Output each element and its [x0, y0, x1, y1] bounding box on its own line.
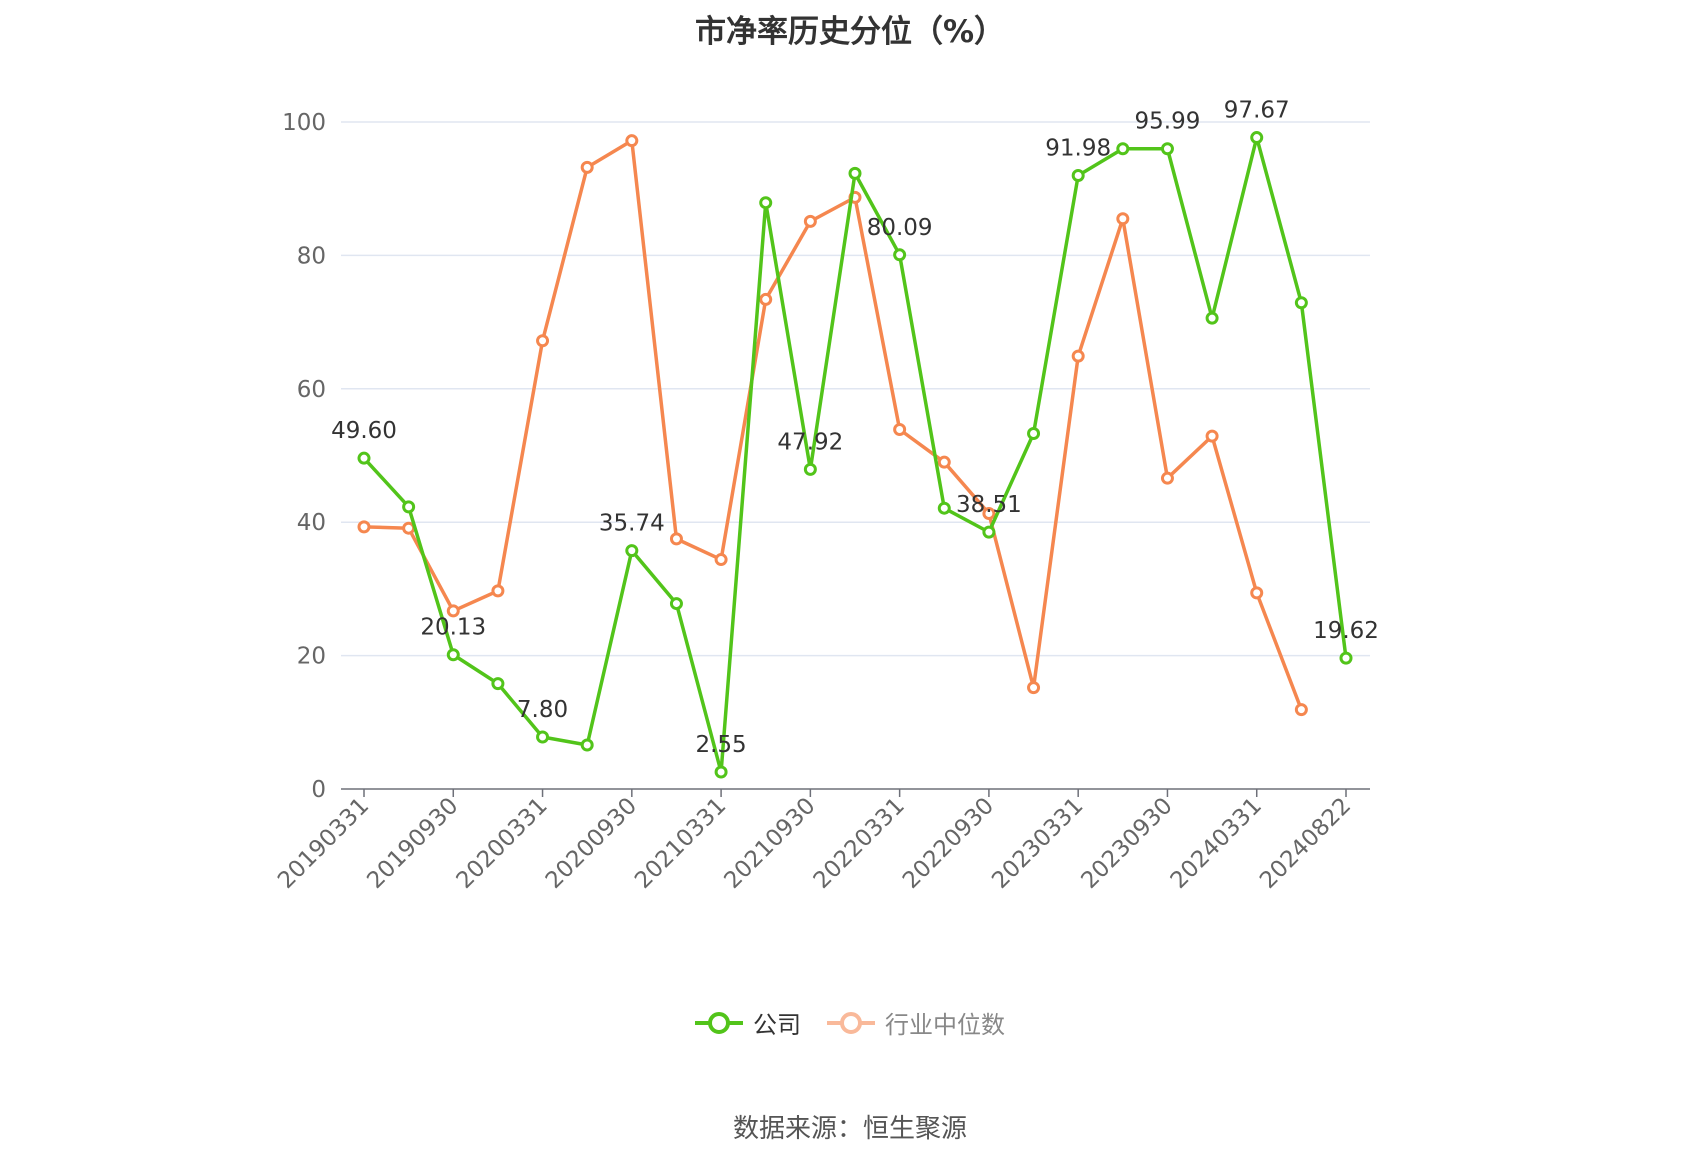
y-tick-label-60: 60 — [297, 377, 326, 403]
series-lines — [357, 131, 1353, 779]
x-tick-label-20200930: 20200930 — [541, 793, 642, 894]
series-line-1 — [363, 138, 1303, 711]
point-1-4 — [536, 334, 550, 348]
data-label-20: 97.67 — [1224, 98, 1290, 124]
data-label-6: 35.74 — [599, 511, 665, 537]
y-tick-label-20: 20 — [297, 644, 326, 670]
point-1-17 — [1116, 212, 1130, 226]
series-line-0 — [362, 135, 1348, 774]
point-1-20 — [1250, 586, 1264, 600]
legend: 公司 行业中位数 — [0, 1005, 1700, 1040]
point-0-7 — [669, 597, 683, 611]
legend-swatch-company — [695, 1011, 743, 1034]
data-label-0: 49.60 — [331, 418, 397, 444]
grid-lines — [341, 121, 1370, 657]
y-tick-label-40: 40 — [297, 510, 326, 536]
point-0-14 — [982, 525, 996, 539]
point-1-9 — [759, 292, 773, 306]
x-tick-label-20240822: 20240822 — [1255, 793, 1356, 894]
data-label-14: 38.51 — [956, 492, 1022, 518]
point-0-4 — [536, 730, 550, 744]
point-1-16 — [1071, 349, 1085, 363]
point-0-18 — [1160, 142, 1174, 156]
x-tick-label-20220331: 20220331 — [809, 793, 910, 894]
x-tick-label-20200331: 20200331 — [452, 793, 553, 894]
point-0-6 — [625, 544, 639, 558]
y-tick-label-80: 80 — [297, 243, 326, 269]
x-tick-label-20230331: 20230331 — [987, 793, 1088, 894]
point-0-13 — [937, 501, 951, 515]
axes: 0 20 40 60 80 100 2019033120190930202003312020… — [273, 110, 1370, 894]
legend-swatch-industry — [827, 1011, 875, 1034]
point-1-15 — [1027, 681, 1041, 695]
source-note: 数据来源：恒生聚源 — [732, 1114, 967, 1144]
point-0-10 — [803, 462, 817, 476]
point-0-12 — [893, 248, 907, 262]
data-label-10: 47.92 — [777, 429, 843, 455]
legend-item-industry[interactable]: 行业中位数 — [827, 1005, 1005, 1040]
point-0-16 — [1071, 168, 1085, 182]
point-0-22 — [1339, 651, 1353, 665]
point-1-3 — [491, 584, 505, 598]
y-tick-label-0: 0 — [311, 777, 326, 803]
point-1-14 — [982, 507, 996, 521]
data-label-2: 20.13 — [420, 615, 486, 641]
point-1-7 — [669, 532, 683, 546]
x-tick-label-20190930: 20190930 — [362, 793, 463, 894]
point-1-8 — [714, 553, 728, 567]
point-1-5 — [580, 160, 594, 174]
point-0-8 — [714, 765, 728, 779]
point-0-17 — [1116, 142, 1130, 156]
x-tick-label-20240331: 20240331 — [1166, 793, 1267, 894]
point-0-20 — [1250, 131, 1264, 145]
point-1-1 — [402, 521, 416, 535]
x-tick-label-20210331: 20210331 — [630, 793, 731, 894]
point-0-5 — [580, 738, 594, 752]
point-0-11 — [848, 166, 862, 180]
point-1-0 — [357, 520, 371, 534]
legend-label-industry: 行业中位数 — [885, 1011, 1005, 1039]
x-tick-label-20210930: 20210930 — [719, 793, 820, 894]
data-labels: 49.60 20.13 7.80 35.74 2.55 47.92 80.09 38.51 91… — [331, 98, 1379, 758]
data-label-22: 19.62 — [1313, 618, 1379, 644]
chart-title: 市净率历史分位（%） — [694, 14, 1006, 50]
point-1-12 — [893, 422, 907, 436]
data-label-18: 95.99 — [1135, 109, 1201, 135]
data-label-8: 2.55 — [695, 732, 746, 758]
point-1-10 — [803, 214, 817, 228]
point-1-18 — [1160, 471, 1174, 485]
point-1-2 — [446, 604, 460, 618]
x-tick-label-20220930: 20220930 — [898, 793, 999, 894]
point-1-19 — [1205, 429, 1219, 443]
point-0-21 — [1294, 296, 1308, 310]
legend-label-company: 公司 — [753, 1011, 801, 1039]
y-tick-label-100: 100 — [282, 110, 326, 136]
data-label-12: 80.09 — [867, 215, 933, 241]
point-0-2 — [446, 648, 460, 662]
point-0-3 — [491, 677, 505, 691]
x-tick-label-20190331: 20190331 — [273, 793, 374, 894]
point-1-6 — [625, 134, 639, 148]
point-0-0 — [357, 451, 371, 465]
x-tick-label-20230930: 20230930 — [1077, 793, 1178, 894]
point-1-13 — [937, 455, 951, 469]
point-0-15 — [1027, 426, 1041, 440]
point-0-1 — [402, 500, 416, 514]
point-1-21 — [1294, 703, 1308, 717]
point-0-19 — [1205, 311, 1219, 325]
point-0-9 — [759, 196, 773, 210]
data-label-16: 91.98 — [1045, 135, 1111, 161]
legend-item-company[interactable]: 公司 — [695, 1005, 801, 1040]
data-label-4: 7.80 — [517, 697, 568, 723]
